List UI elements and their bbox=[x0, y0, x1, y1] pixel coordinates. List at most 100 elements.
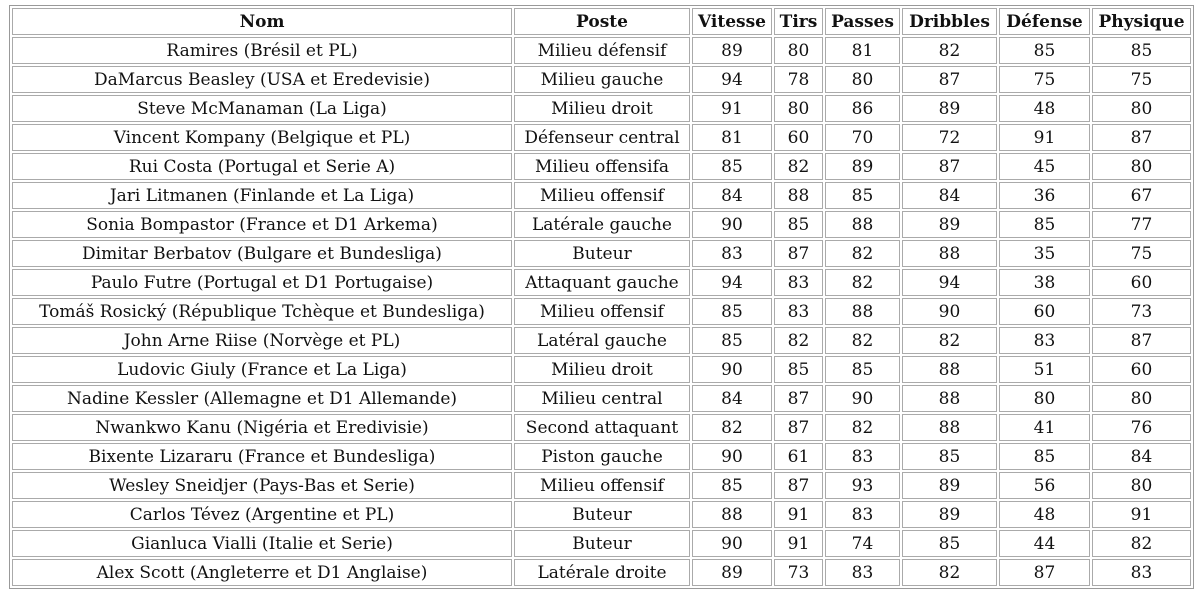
stat-cell: 51 bbox=[999, 356, 1090, 383]
stat-cell: 87 bbox=[902, 153, 997, 180]
stat-cell: 90 bbox=[902, 298, 997, 325]
table-row: Ludovic Giuly (France et La Liga) Milieu … bbox=[12, 356, 1191, 383]
stat-cell: 89 bbox=[902, 211, 997, 238]
position: Milieu défensif bbox=[514, 37, 690, 64]
stat-cell: 82 bbox=[825, 269, 900, 296]
table-row: Jari Litmanen (Finlande et La Liga) Milie… bbox=[12, 182, 1191, 209]
stat-cell: 82 bbox=[902, 37, 997, 64]
stat-cell: 94 bbox=[692, 66, 772, 93]
stat-cell: 74 bbox=[825, 530, 900, 557]
stat-cell: 67 bbox=[1092, 182, 1191, 209]
stat-cell: 91 bbox=[999, 124, 1090, 151]
stat-cell: 36 bbox=[999, 182, 1090, 209]
stat-cell: 80 bbox=[825, 66, 900, 93]
position: Milieu droit bbox=[514, 356, 690, 383]
stat-cell: 60 bbox=[1092, 356, 1191, 383]
stat-cell: 78 bbox=[774, 66, 823, 93]
stat-cell: 35 bbox=[999, 240, 1090, 267]
header-cell: Physique bbox=[1092, 8, 1191, 35]
player-name: Carlos Tévez (Argentine et PL) bbox=[12, 501, 512, 528]
table-row: Rui Costa (Portugal et Serie A) Milieu of… bbox=[12, 153, 1191, 180]
player-name: Nadine Kessler (Allemagne et D1 Allemand… bbox=[12, 385, 512, 412]
table-row: Nwankwo Kanu (Nigéria et Eredivisie) Seco… bbox=[12, 414, 1191, 441]
stat-cell: 85 bbox=[774, 356, 823, 383]
header-cell: Défense bbox=[999, 8, 1090, 35]
position: Latérale gauche bbox=[514, 211, 690, 238]
stat-cell: 83 bbox=[692, 240, 772, 267]
stat-cell: 89 bbox=[825, 153, 900, 180]
stat-cell: 87 bbox=[774, 240, 823, 267]
stat-cell: 82 bbox=[825, 414, 900, 441]
stat-cell: 88 bbox=[825, 211, 900, 238]
position: Second attaquant bbox=[514, 414, 690, 441]
player-name: Steve McManaman (La Liga) bbox=[12, 95, 512, 122]
table-row: Bixente Lizararu (France et Bundesliga) P… bbox=[12, 443, 1191, 470]
stat-cell: 84 bbox=[902, 182, 997, 209]
stat-cell: 82 bbox=[774, 153, 823, 180]
position: Milieu offensif bbox=[514, 472, 690, 499]
stat-cell: 80 bbox=[1092, 472, 1191, 499]
stat-cell: 45 bbox=[999, 153, 1090, 180]
stat-cell: 60 bbox=[999, 298, 1090, 325]
stat-cell: 48 bbox=[999, 95, 1090, 122]
stat-cell: 80 bbox=[999, 385, 1090, 412]
stat-cell: 85 bbox=[825, 182, 900, 209]
stat-cell: 91 bbox=[774, 530, 823, 557]
header-cell: Vitesse bbox=[692, 8, 772, 35]
stat-cell: 82 bbox=[902, 327, 997, 354]
stat-cell: 80 bbox=[1092, 153, 1191, 180]
player-name: Paulo Futre (Portugal et D1 Portugaise) bbox=[12, 269, 512, 296]
player-name: Alex Scott (Angleterre et D1 Anglaise) bbox=[12, 559, 512, 586]
stat-cell: 87 bbox=[999, 559, 1090, 586]
stat-cell: 83 bbox=[825, 501, 900, 528]
position: Milieu droit bbox=[514, 95, 690, 122]
stat-cell: 90 bbox=[692, 356, 772, 383]
header-row: Nom Poste Vitesse Tirs Passes Dribbles Défense… bbox=[12, 8, 1191, 35]
position: Milieu offensif bbox=[514, 298, 690, 325]
stat-cell: 77 bbox=[1092, 211, 1191, 238]
table-row: Carlos Tévez (Argentine et PL) Buteur 88 91… bbox=[12, 501, 1191, 528]
player-table: Nom Poste Vitesse Tirs Passes Dribbles Défense… bbox=[9, 5, 1194, 589]
stat-cell: 84 bbox=[692, 385, 772, 412]
header-cell: Passes bbox=[825, 8, 900, 35]
position: Attaquant gauche bbox=[514, 269, 690, 296]
stat-cell: 88 bbox=[774, 182, 823, 209]
stat-cell: 85 bbox=[692, 327, 772, 354]
position: Buteur bbox=[514, 501, 690, 528]
player-name: Jari Litmanen (Finlande et La Liga) bbox=[12, 182, 512, 209]
stat-cell: 85 bbox=[692, 153, 772, 180]
player-name: John Arne Riise (Norvège et PL) bbox=[12, 327, 512, 354]
table-row: Alex Scott (Angleterre et D1 Anglaise) La… bbox=[12, 559, 1191, 586]
stat-cell: 83 bbox=[774, 269, 823, 296]
stat-cell: 75 bbox=[1092, 240, 1191, 267]
position: Buteur bbox=[514, 530, 690, 557]
table-row: Nadine Kessler (Allemagne et D1 Allemand… bbox=[12, 385, 1191, 412]
stat-cell: 72 bbox=[902, 124, 997, 151]
stat-cell: 83 bbox=[774, 298, 823, 325]
position: Buteur bbox=[514, 240, 690, 267]
header-cell: Dribbles bbox=[902, 8, 997, 35]
position: Milieu central bbox=[514, 385, 690, 412]
stat-cell: 80 bbox=[1092, 95, 1191, 122]
stat-cell: 87 bbox=[774, 385, 823, 412]
player-name: Nwankwo Kanu (Nigéria et Eredivisie) bbox=[12, 414, 512, 441]
player-name: Gianluca Vialli (Italie et Serie) bbox=[12, 530, 512, 557]
table-row: Tomáš Rosický (République Tchèque et Bun… bbox=[12, 298, 1191, 325]
player-name: Ludovic Giuly (France et La Liga) bbox=[12, 356, 512, 383]
stat-cell: 89 bbox=[692, 559, 772, 586]
stat-cell: 83 bbox=[999, 327, 1090, 354]
stat-cell: 60 bbox=[774, 124, 823, 151]
table-row: John Arne Riise (Norvège et PL) Latéral g… bbox=[12, 327, 1191, 354]
table-row: Paulo Futre (Portugal et D1 Portugaise) A… bbox=[12, 269, 1191, 296]
stat-cell: 84 bbox=[692, 182, 772, 209]
stat-cell: 85 bbox=[1092, 37, 1191, 64]
stat-cell: 80 bbox=[774, 37, 823, 64]
player-name: DaMarcus Beasley (USA et Eredevisie) bbox=[12, 66, 512, 93]
stat-cell: 73 bbox=[774, 559, 823, 586]
stat-cell: 48 bbox=[999, 501, 1090, 528]
table-row: Gianluca Vialli (Italie et Serie) Buteur 9… bbox=[12, 530, 1191, 557]
table-row: DaMarcus Beasley (USA et Eredevisie) Mili… bbox=[12, 66, 1191, 93]
stat-cell: 84 bbox=[1092, 443, 1191, 470]
stat-cell: 86 bbox=[825, 95, 900, 122]
